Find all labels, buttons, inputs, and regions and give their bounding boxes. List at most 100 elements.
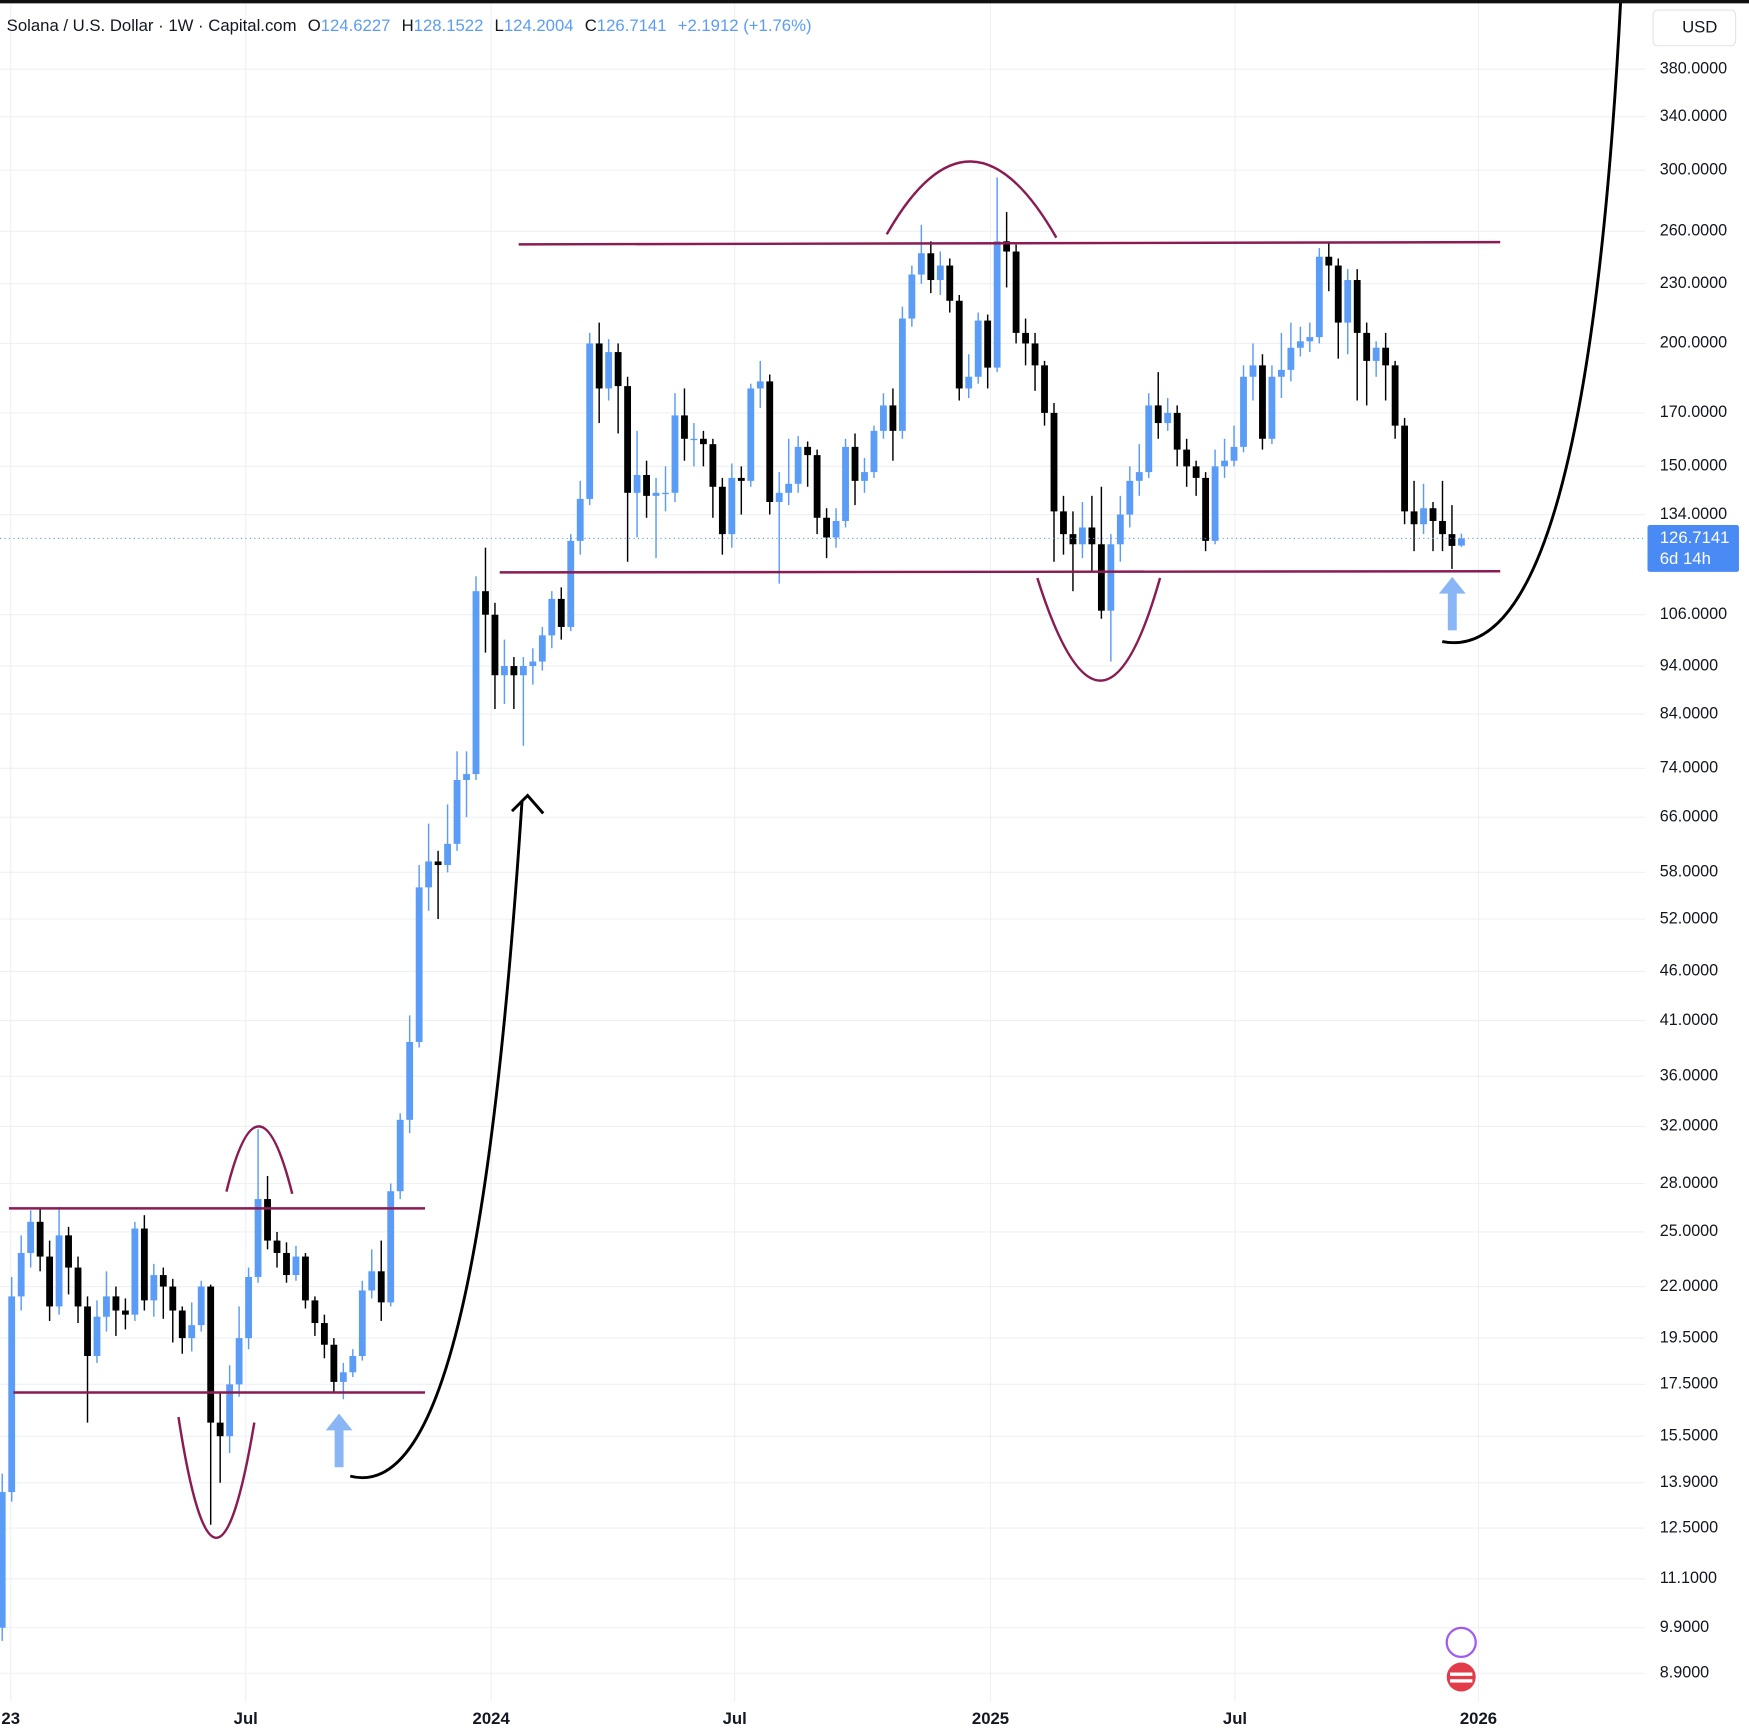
candle-body — [1060, 511, 1067, 535]
candle-body — [737, 477, 745, 481]
y-tick-label: 9.9000 — [1660, 1618, 1709, 1636]
candle-body — [178, 1310, 186, 1339]
candle-body — [548, 598, 556, 636]
candle-body — [93, 1316, 101, 1357]
candle-body — [188, 1325, 196, 1339]
candle-body — [434, 861, 442, 866]
candle-body — [671, 415, 679, 493]
candle-body — [121, 1310, 129, 1315]
candle-body — [1382, 347, 1390, 366]
y-tick-label: 200.0000 — [1660, 334, 1727, 352]
candle-body — [491, 614, 499, 676]
flag-stripe — [1450, 1679, 1473, 1683]
y-tick-label: 12.5000 — [1660, 1518, 1718, 1536]
y-tick-label: 8.9000 — [1660, 1664, 1709, 1682]
candle-body — [794, 446, 802, 484]
y-tick-label: 19.5000 — [1660, 1328, 1718, 1346]
candle-body — [0, 1492, 6, 1628]
candle-body — [699, 438, 707, 445]
x-tick-label: Jul — [723, 1709, 747, 1728]
candle-body — [605, 352, 613, 389]
candle-body — [1192, 466, 1200, 478]
candle-body — [529, 661, 537, 667]
candle-body — [1183, 449, 1191, 467]
candle-body — [1240, 376, 1247, 447]
candle-body — [1135, 472, 1143, 481]
y-tick-label: 134.0000 — [1660, 505, 1727, 523]
y-tick-label: 15.5000 — [1660, 1426, 1718, 1444]
candle-body — [1126, 480, 1134, 515]
candle-body — [766, 381, 774, 502]
candle-body — [880, 405, 887, 431]
candle-body — [633, 474, 641, 493]
candle-body — [898, 318, 906, 431]
toolbar-icons — [1445, 1626, 1477, 1692]
arc — [1036, 577, 1162, 682]
y-tick-label: 46.0000 — [1660, 962, 1718, 980]
y-tick-label: 25.0000 — [1660, 1222, 1718, 1240]
candle-body — [1211, 466, 1219, 541]
candle-body — [595, 343, 603, 389]
y-tick-label: 380.0000 — [1660, 59, 1727, 77]
candle-body — [1088, 527, 1096, 545]
candle-body — [1145, 405, 1153, 473]
price-label: 126.7141 — [1660, 528, 1730, 547]
candle-body — [207, 1286, 215, 1423]
candle-body — [624, 386, 632, 493]
candle-body — [1315, 256, 1323, 338]
candle-body — [804, 446, 812, 456]
candle-body — [1173, 412, 1181, 450]
candle-body — [1003, 241, 1011, 252]
candle-body — [936, 265, 944, 281]
candle-body — [1230, 446, 1238, 461]
candle-body — [197, 1286, 205, 1326]
candle-body — [908, 274, 916, 319]
header: Solana / U.S. Dollar · 1W · Capital.com O… — [7, 16, 812, 35]
candle-body — [785, 483, 793, 493]
y-tick-label: 32.0000 — [1660, 1117, 1718, 1135]
candle-body — [690, 438, 698, 441]
candle-body — [387, 1191, 395, 1303]
candle-body — [813, 455, 821, 518]
candle-body — [226, 1384, 234, 1437]
candle-body — [150, 1275, 158, 1301]
candle-body — [302, 1256, 309, 1301]
candle-body — [662, 492, 669, 495]
candle-body — [1107, 544, 1115, 611]
candle-body — [519, 666, 527, 676]
candle-body — [1079, 527, 1086, 545]
candle-body — [1164, 412, 1172, 424]
candle-body — [842, 446, 849, 521]
candle-body — [643, 474, 650, 496]
flag-icon[interactable] — [1446, 1662, 1476, 1692]
arc — [177, 1416, 256, 1539]
candle-body — [1458, 538, 1465, 546]
close-label: C — [585, 16, 597, 35]
candle-body — [283, 1252, 290, 1276]
symbol-title: Solana / U.S. Dollar · 1W · Capital.com — [7, 16, 297, 35]
resistance-line — [518, 240, 1501, 246]
candle-body — [1154, 405, 1162, 424]
candle-body — [1296, 341, 1304, 348]
x-tick-label: 2024 — [473, 1709, 511, 1728]
candle-body — [1334, 265, 1342, 323]
low-label: L — [495, 16, 504, 35]
candle-body — [112, 1296, 120, 1311]
candle-body — [823, 517, 830, 538]
candle-body — [538, 635, 546, 662]
candle-body — [718, 486, 726, 535]
candle-body — [169, 1286, 177, 1311]
candle-body — [159, 1275, 167, 1287]
candle-body — [1069, 534, 1077, 545]
candle-body — [728, 477, 736, 535]
currency-box[interactable] — [1652, 9, 1737, 47]
candle-body — [1012, 251, 1020, 333]
candle-body — [747, 388, 755, 481]
candle-body — [463, 774, 470, 780]
candle-body — [567, 540, 575, 627]
candle-body — [1401, 425, 1409, 512]
assistant-icon[interactable] — [1445, 1626, 1477, 1659]
candle-body — [245, 1276, 252, 1339]
high-label: H — [402, 16, 414, 35]
